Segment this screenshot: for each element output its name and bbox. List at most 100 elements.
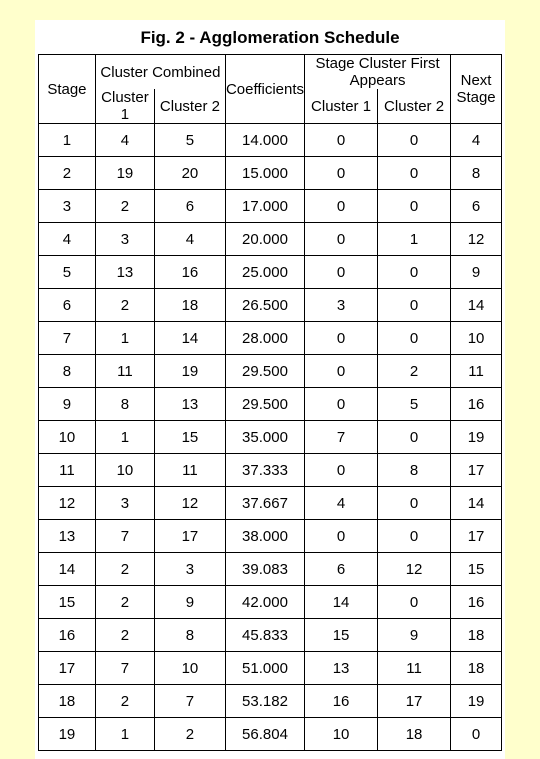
col-c1-header: Cluster 1 <box>95 89 154 124</box>
cell-s1: 13 <box>305 652 378 685</box>
col-s2-header: Cluster 2 <box>378 89 451 124</box>
col-next-header: Next Stage <box>451 55 502 124</box>
cell-s2: 17 <box>378 685 451 718</box>
cell-s1: 0 <box>305 124 378 157</box>
cell-next: 17 <box>451 454 502 487</box>
table-row: 43420.0000112 <box>38 223 501 256</box>
cell-s2: 0 <box>378 421 451 454</box>
cell-next: 9 <box>451 256 502 289</box>
cell-coef: 37.333 <box>225 454 304 487</box>
table-row: 191256.80410180 <box>38 718 501 751</box>
cell-c2: 16 <box>154 256 225 289</box>
cell-s2: 0 <box>378 256 451 289</box>
cell-c1: 4 <box>95 124 154 157</box>
cell-next: 12 <box>451 223 502 256</box>
cell-next: 14 <box>451 289 502 322</box>
cell-s1: 0 <box>305 190 378 223</box>
cell-c2: 3 <box>154 553 225 586</box>
table-row: 621826.5003014 <box>38 289 501 322</box>
cell-coef: 25.000 <box>225 256 304 289</box>
cell-stage: 12 <box>38 487 95 520</box>
cell-stage: 3 <box>38 190 95 223</box>
cell-coef: 28.000 <box>225 322 304 355</box>
cell-next: 8 <box>451 157 502 190</box>
cell-stage: 4 <box>38 223 95 256</box>
cell-next: 0 <box>451 718 502 751</box>
cell-next: 19 <box>451 421 502 454</box>
cell-stage: 17 <box>38 652 95 685</box>
cell-stage: 2 <box>38 157 95 190</box>
cell-stage: 16 <box>38 619 95 652</box>
cell-next: 6 <box>451 190 502 223</box>
cell-c1: 2 <box>95 553 154 586</box>
cell-stage: 8 <box>38 355 95 388</box>
cell-c1: 2 <box>95 190 154 223</box>
table-row: 182753.182161719 <box>38 685 501 718</box>
cell-coef: 42.000 <box>225 586 304 619</box>
cell-s2: 12 <box>378 553 451 586</box>
cell-s2: 0 <box>378 322 451 355</box>
cell-s2: 0 <box>378 124 451 157</box>
cell-s2: 18 <box>378 718 451 751</box>
cell-c2: 8 <box>154 619 225 652</box>
cell-c2: 19 <box>154 355 225 388</box>
cell-s2: 2 <box>378 355 451 388</box>
cell-c1: 2 <box>95 685 154 718</box>
col-s1-header: Cluster 1 <box>305 89 378 124</box>
cell-s1: 0 <box>305 454 378 487</box>
panel: Fig. 2 - Agglomeration Schedule Stage Cl… <box>35 20 505 759</box>
cell-c1: 19 <box>95 157 154 190</box>
cell-coef: 29.500 <box>225 388 304 421</box>
table-row: 1371738.0000017 <box>38 520 501 553</box>
cell-next: 16 <box>451 586 502 619</box>
table-row: 1231237.6674014 <box>38 487 501 520</box>
cell-coef: 17.000 <box>225 190 304 223</box>
cell-s1: 0 <box>305 322 378 355</box>
cell-s1: 0 <box>305 223 378 256</box>
cell-s2: 0 <box>378 520 451 553</box>
cell-s1: 14 <box>305 586 378 619</box>
cell-s2: 11 <box>378 652 451 685</box>
cell-coef: 29.500 <box>225 355 304 388</box>
table-row: 981329.5000516 <box>38 388 501 421</box>
col-c2-header: Cluster 2 <box>154 89 225 124</box>
cell-coef: 45.833 <box>225 619 304 652</box>
cell-stage: 19 <box>38 718 95 751</box>
cell-c2: 10 <box>154 652 225 685</box>
cell-s1: 3 <box>305 289 378 322</box>
cell-s1: 4 <box>305 487 378 520</box>
cell-c2: 2 <box>154 718 225 751</box>
cell-c1: 7 <box>95 520 154 553</box>
col-stage-header: Stage <box>38 55 95 124</box>
cell-s2: 9 <box>378 619 451 652</box>
col-coef-header: Coefficients <box>225 55 304 124</box>
cell-s2: 5 <box>378 388 451 421</box>
table-row: 8111929.5000211 <box>38 355 501 388</box>
cell-c1: 7 <box>95 652 154 685</box>
cell-next: 17 <box>451 520 502 553</box>
col-group-combined: Cluster Combined <box>95 55 225 90</box>
cell-s2: 0 <box>378 487 451 520</box>
cell-c1: 2 <box>95 289 154 322</box>
cell-c1: 11 <box>95 355 154 388</box>
cell-coef: 53.182 <box>225 685 304 718</box>
cell-s1: 0 <box>305 520 378 553</box>
cell-c1: 2 <box>95 619 154 652</box>
table-row: 142339.08361215 <box>38 553 501 586</box>
cell-c2: 13 <box>154 388 225 421</box>
cell-c2: 9 <box>154 586 225 619</box>
cell-s1: 15 <box>305 619 378 652</box>
cell-c1: 10 <box>95 454 154 487</box>
cell-s2: 0 <box>378 157 451 190</box>
cell-s2: 0 <box>378 190 451 223</box>
cell-c2: 18 <box>154 289 225 322</box>
cell-stage: 15 <box>38 586 95 619</box>
cell-c1: 1 <box>95 718 154 751</box>
cell-s1: 0 <box>305 355 378 388</box>
cell-s1: 6 <box>305 553 378 586</box>
table-row: 1011535.0007019 <box>38 421 501 454</box>
cell-coef: 37.667 <box>225 487 304 520</box>
table-row: 2192015.000008 <box>38 157 501 190</box>
cell-coef: 26.500 <box>225 289 304 322</box>
cell-c2: 7 <box>154 685 225 718</box>
